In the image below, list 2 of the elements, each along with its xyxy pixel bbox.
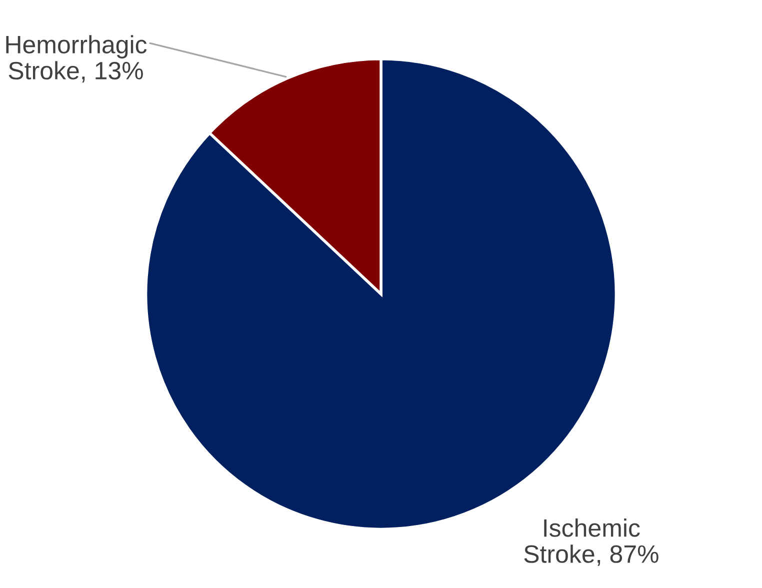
slice-label: Ischemic Stroke, 87% <box>524 518 658 566</box>
slice-label: Hemorrhagic Stroke, 13% <box>6 35 147 82</box>
